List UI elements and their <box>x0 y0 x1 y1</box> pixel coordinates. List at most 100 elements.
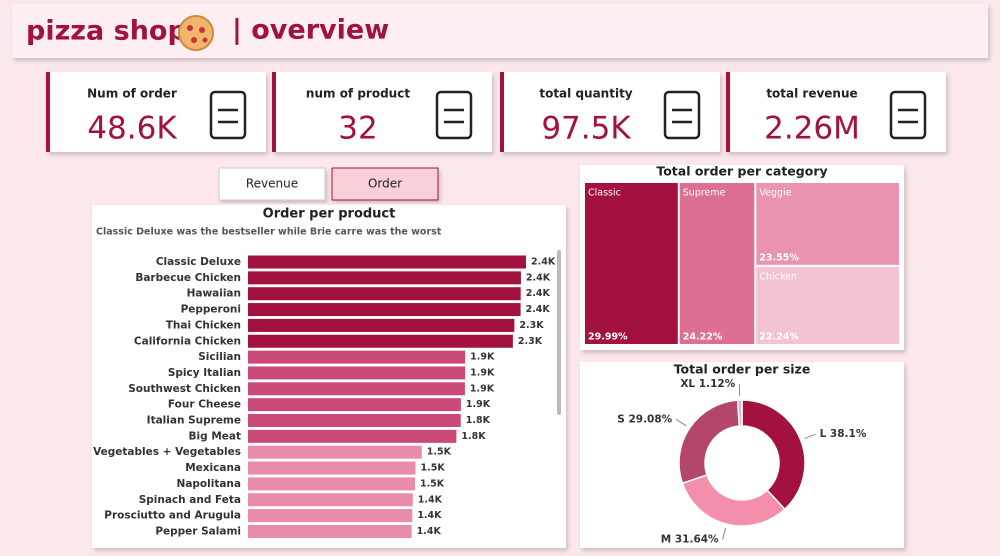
tile-label: Chicken <box>759 271 797 282</box>
y-tick-label: Four Cheese <box>168 399 241 411</box>
y-tick-label: Thai Chicken <box>166 319 241 331</box>
tile-value: 24.22% <box>683 332 723 343</box>
kpi-value: 48.6K <box>87 111 177 147</box>
donut-label: S 29.08% <box>617 413 672 425</box>
y-tick-label: Spinach and Feta <box>139 494 241 506</box>
bar <box>248 493 413 507</box>
bar <box>248 334 513 348</box>
bar <box>248 445 422 459</box>
leader-line <box>675 418 687 427</box>
tile-value: 22.24% <box>759 332 799 343</box>
data-label: 1.9K <box>470 383 495 394</box>
bar <box>248 303 521 317</box>
bar <box>248 350 466 364</box>
bar <box>248 271 521 285</box>
value-label: 29.08% <box>628 413 672 425</box>
kpi-icon <box>889 90 927 140</box>
category-label: M <box>661 534 671 546</box>
data-label: 1.9K <box>470 367 495 378</box>
y-tick-label: Prosciutto and Arugula <box>104 510 241 522</box>
data-label: 2.4K <box>526 272 551 283</box>
bar <box>248 382 465 396</box>
kpi-card <box>272 72 492 152</box>
data-label: 1.5K <box>427 447 452 458</box>
data-label: 2.3K <box>519 320 544 331</box>
slicer-button-label: Revenue <box>246 177 298 191</box>
tile-value: 29.99% <box>588 332 628 343</box>
kpi-value: 2.26M <box>764 111 860 147</box>
data-label: 1.5K <box>421 463 446 474</box>
kpi-accent <box>726 72 730 152</box>
donut-label: M 31.64% <box>661 534 719 546</box>
y-tick-label: Southwest Chicken <box>128 383 241 395</box>
bar <box>248 414 461 427</box>
page-subtitle: | overview <box>232 15 389 46</box>
y-tick-label: Classic Deluxe <box>156 256 241 268</box>
y-tick-label: Mexicana <box>185 462 241 474</box>
data-label: 2.3K <box>518 336 543 347</box>
bar <box>248 366 466 380</box>
treemap-tile <box>585 183 678 344</box>
slicer-button[interactable] <box>331 167 439 201</box>
value-label: 31.64% <box>675 534 719 546</box>
header-bar <box>12 4 988 58</box>
bar <box>248 318 515 332</box>
tile-label: Veggie <box>759 188 791 199</box>
value-label: 38.1% <box>830 428 867 440</box>
bar <box>248 255 526 269</box>
donut-label: L 38.1% <box>820 428 867 440</box>
kpi-label: num of product <box>306 87 410 101</box>
chart-title: Total order per category <box>656 164 827 179</box>
scrollbar[interactable] <box>557 250 561 415</box>
data-label: 1.8K <box>461 431 486 442</box>
kpi-label: total revenue <box>766 87 857 101</box>
treemap-tile <box>756 266 899 344</box>
data-label: 1.4K <box>418 494 443 505</box>
y-tick-label: California Chicken <box>134 335 241 347</box>
y-tick-label: Barbecue Chicken <box>135 272 241 284</box>
data-label: 2.4K <box>526 288 551 299</box>
slicer-button-label: Order <box>368 177 402 191</box>
data-label: 1.8K <box>466 415 491 426</box>
treemap-tile <box>679 183 755 344</box>
bar <box>248 287 521 301</box>
data-label: 2.4K <box>531 257 556 268</box>
data-label: 2.4K <box>526 304 551 315</box>
pizza-icon <box>178 15 214 51</box>
kpi-value: 97.5K <box>541 111 631 147</box>
leader-line <box>722 527 727 540</box>
treemap-tile <box>756 183 899 265</box>
data-label: 1.9K <box>466 399 491 410</box>
donut-slice <box>741 399 806 511</box>
y-tick-label: Italian Supreme <box>147 415 241 427</box>
slicer-button[interactable] <box>218 167 326 201</box>
leader-line <box>804 433 816 440</box>
bar <box>248 398 461 412</box>
page-title: pizza shop <box>26 16 187 47</box>
donut-label: XL 1.12% <box>680 378 735 390</box>
y-tick-label: Pepper Salami <box>155 525 241 537</box>
data-label: 1.9K <box>470 352 495 363</box>
y-tick-label: Napolitana <box>177 478 241 490</box>
kpi-icon <box>435 90 473 140</box>
category-label: L <box>820 428 827 440</box>
data-label: 1.4K <box>417 510 442 521</box>
tile-value: 23.55% <box>759 252 799 263</box>
data-label: 1.5K <box>420 478 445 489</box>
kpi-value: 32 <box>338 111 377 147</box>
kpi-accent <box>46 72 50 152</box>
kpi-label: Num of order <box>87 87 177 101</box>
bar <box>248 429 457 443</box>
y-tick-label: Pepperoni <box>181 304 241 316</box>
chart-title: Total order per size <box>674 362 811 377</box>
data-label: 1.4K <box>417 526 442 537</box>
y-tick-label: Hawaiian <box>187 288 241 300</box>
y-tick-label: Spicy Italian <box>168 367 241 379</box>
category-label: XL <box>680 378 695 390</box>
kpi-icon <box>209 90 247 140</box>
y-tick-label: Sicilian <box>198 351 241 363</box>
kpi-icon <box>663 90 701 140</box>
kpi-label: total quantity <box>539 87 632 101</box>
kpi-accent <box>500 72 504 152</box>
